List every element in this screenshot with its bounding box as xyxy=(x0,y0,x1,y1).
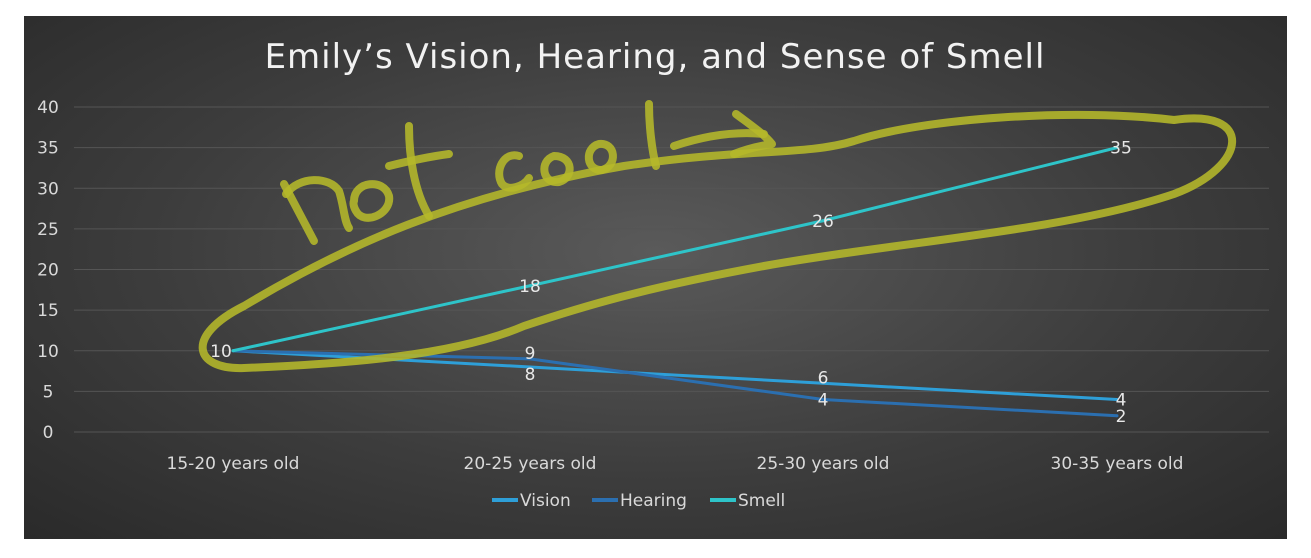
legend-entry: Vision xyxy=(520,491,571,511)
highlight-loop xyxy=(198,110,1236,373)
handwriting-stroke xyxy=(349,180,394,222)
handwriting-stroke xyxy=(670,129,768,150)
data-label: 35 xyxy=(1110,139,1132,159)
data-point xyxy=(528,365,532,369)
data-point xyxy=(1115,414,1119,418)
legend-entry: Smell xyxy=(738,491,785,511)
handwriting-stroke xyxy=(495,151,533,192)
handwritten-annotation xyxy=(198,100,1236,373)
handwriting-stroke xyxy=(730,110,776,158)
handwriting-stroke xyxy=(584,140,617,174)
handwriting-stroke xyxy=(385,150,453,170)
handwriting-stroke xyxy=(540,152,574,186)
y-tick-label: 10 xyxy=(37,342,59,362)
y-tick-label: 40 xyxy=(37,98,59,118)
data-point xyxy=(821,398,825,401)
data-label: 4 xyxy=(1116,391,1127,411)
legend-entry: Hearing xyxy=(620,491,687,511)
data-label: 2 xyxy=(1116,407,1127,427)
data-label: 26 xyxy=(812,212,834,232)
series-line-smell xyxy=(232,146,1118,353)
data-label: 18 xyxy=(519,277,541,297)
x-tick-label: 25-30 years old xyxy=(757,454,890,474)
data-point xyxy=(1115,146,1119,150)
y-tick-label: 35 xyxy=(37,139,59,159)
chart-title: Emily’s Vision, Hearing, and Sense of Sm… xyxy=(265,37,1046,77)
data-point xyxy=(821,219,825,223)
x-tick-label: 20-25 years old xyxy=(464,454,597,474)
y-tick-label: 25 xyxy=(37,220,59,240)
data-label: 8 xyxy=(525,365,536,385)
data-label: 6 xyxy=(818,368,829,388)
data-point xyxy=(821,381,825,385)
handwriting-stroke xyxy=(645,100,660,170)
data-point xyxy=(1115,398,1119,401)
x-axis-ticks: 15-20 years old 20-25 years old 25-30 year… xyxy=(167,454,1184,474)
y-tick-label: 0 xyxy=(43,423,54,443)
data-point xyxy=(231,349,235,353)
y-tick-label: 20 xyxy=(37,261,59,281)
y-tick-label: 5 xyxy=(43,382,54,402)
data-label: 9 xyxy=(525,344,536,364)
data-label: 4 xyxy=(818,391,829,411)
handwriting-stroke xyxy=(405,122,433,220)
y-tick-label: 30 xyxy=(37,179,59,199)
x-tick-label: 30-35 years old xyxy=(1051,454,1184,474)
chart-frame: Emily’s Vision, Hearing, and Sense of Sm… xyxy=(24,16,1287,539)
data-point xyxy=(528,357,532,361)
chart-svg: Emily’s Vision, Hearing, and Sense of Sm… xyxy=(37,37,1269,511)
y-tick-label: 15 xyxy=(37,301,59,321)
data-point xyxy=(528,284,532,288)
data-label: 10 xyxy=(210,342,232,362)
legend: Vision Hearing Smell xyxy=(492,491,785,511)
x-tick-label: 15-20 years old xyxy=(167,454,300,474)
handwriting-stroke xyxy=(282,176,353,232)
y-axis-ticks: 0 5 10 15 20 25 30 35 40 xyxy=(37,98,59,443)
